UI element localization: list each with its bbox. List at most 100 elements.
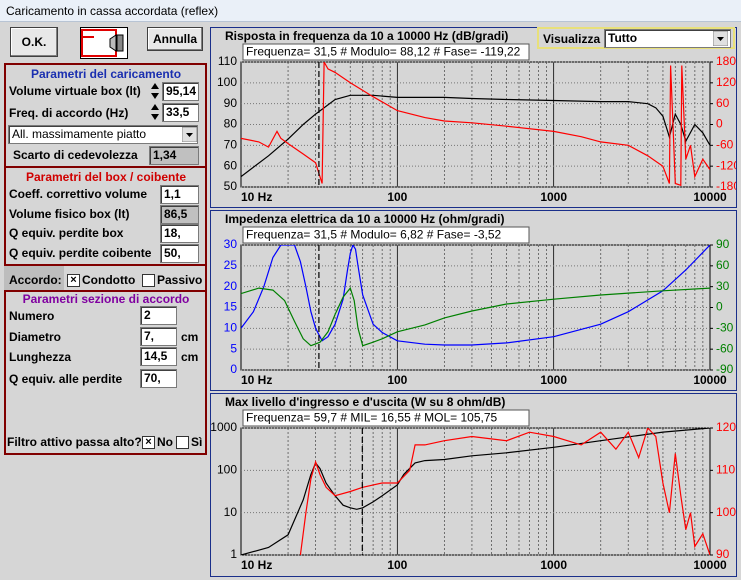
field-input[interactable]: 50, xyxy=(160,244,199,263)
series-line xyxy=(299,428,710,555)
group-title: Parametri del box / coibente xyxy=(25,170,187,184)
series-line xyxy=(241,286,710,347)
checkbox[interactable] xyxy=(176,436,189,449)
x-tick-label: 10000 xyxy=(693,373,727,387)
field-label: Volume virtuale box (lt) xyxy=(9,84,141,98)
readout: Frequenza= 31,5 # Modulo= 6,82 # Fase= -… xyxy=(246,228,502,242)
spinner[interactable] xyxy=(150,103,160,121)
field-input[interactable]: 7, xyxy=(140,327,177,346)
y-tick-label: 10 xyxy=(224,505,238,519)
y2-tick-label: 120 xyxy=(716,420,736,434)
view-dropdown[interactable]: Tutto xyxy=(604,29,731,48)
spinner[interactable] xyxy=(150,82,160,100)
y2-tick-label: -120 xyxy=(716,158,736,172)
checkbox[interactable] xyxy=(142,274,155,287)
y-tick-label: 10 xyxy=(224,321,238,335)
field-input[interactable]: 14,5 xyxy=(140,347,177,366)
series-line xyxy=(241,245,710,346)
chart: 10 Hz 100 1000 10000110100100090100110120Ma… xyxy=(210,395,736,572)
y-tick-label: 20 xyxy=(224,279,238,293)
field-label: Freq. di accordo (Hz) xyxy=(9,106,129,120)
field-input[interactable]: 18, xyxy=(160,224,199,243)
y-tick-label: 100 xyxy=(217,75,237,89)
field-label: Diametro xyxy=(9,330,62,344)
cancel-label: Annulla xyxy=(153,32,197,46)
chart-box: 10 Hz 100 1000 10000 0 5 10 15 20 25 30 -90 -60 -30 0 3… xyxy=(210,210,737,391)
y-tick-label: 70 xyxy=(224,138,238,152)
view-label: Visualizza xyxy=(543,32,601,46)
readout: Frequenza= 31,5 # Modulo= 88,12 # Fase= … xyxy=(246,45,521,59)
group-title: Parametri del caricamento xyxy=(30,67,182,81)
y2-tick-label: -180 xyxy=(716,179,736,193)
title-bar: Caricamento in cassa accordata (reflex) xyxy=(0,0,741,22)
y2-tick-label: -60 xyxy=(716,138,734,152)
chart: 10 Hz 100 1000 10000 50 60 70 80 90 100 110 -180 -12… xyxy=(217,29,740,204)
field-label: Q equiv. perdite coibente xyxy=(9,246,152,260)
y-tick-label: 110 xyxy=(218,54,237,68)
unit-label: cm xyxy=(181,330,199,344)
chart-box: 10 Hz 100 1000 10000 50 60 70 80 90 100 110 -180 -12… xyxy=(210,27,740,208)
field-input[interactable]: 1,1 xyxy=(160,185,199,204)
field-label: Coeff. correttivo volume xyxy=(9,187,148,201)
y-tick-label: 5 xyxy=(230,341,237,355)
dropdown-arrow xyxy=(182,127,197,142)
y2-tick-label: 0 xyxy=(716,300,723,314)
x-tick-label: 10 Hz xyxy=(241,373,272,387)
y2-tick-label: 120 xyxy=(716,75,736,89)
y-tick-label: 80 xyxy=(224,117,238,131)
y2-tick-label: -60 xyxy=(716,341,734,355)
readout-box xyxy=(242,409,530,427)
dropdown-arrow xyxy=(713,31,728,46)
parameters-panel xyxy=(4,63,207,455)
readout: Frequenza= 59,7 # MIL= 16,55 # MOL= 105,… xyxy=(246,411,498,425)
ok-button[interactable]: O.K. xyxy=(10,27,58,57)
y-tick-label: 30 xyxy=(224,237,238,251)
checkbox[interactable]: × xyxy=(142,436,155,449)
dropdown-value: Tutto xyxy=(608,31,638,45)
group-title: Parametri sezione di accordo xyxy=(22,292,190,306)
plot-area xyxy=(240,427,711,556)
checkbox[interactable]: × xyxy=(67,274,80,287)
checkbox-label: Passivo xyxy=(157,273,203,287)
y-tick-label: 25 xyxy=(224,258,238,272)
cancel-button[interactable]: Annulla xyxy=(147,27,203,51)
y-tick-label: 1 xyxy=(230,547,237,561)
field-label: Numero xyxy=(9,309,55,323)
y2-tick-label: 90 xyxy=(716,547,730,561)
field-label: Scarto di cedevolezza xyxy=(13,148,138,162)
alignment-dropdown[interactable]: All. massimamente piatto xyxy=(8,125,198,144)
readonly-field: 1,34 xyxy=(149,146,199,165)
readout-box xyxy=(242,43,530,61)
field-input[interactable]: 70, xyxy=(140,369,177,388)
series-line xyxy=(241,428,710,555)
x-tick-label: 10000 xyxy=(693,190,727,204)
y2-tick-label: 60 xyxy=(716,258,730,272)
field-label: Volume fisico box (lt) xyxy=(9,207,130,221)
y2-tick-label: 60 xyxy=(716,96,730,110)
x-tick-label: 10 Hz xyxy=(241,558,272,572)
field-input[interactable]: 2 xyxy=(140,306,177,325)
field-label: Q equiv. perdite box xyxy=(9,226,124,240)
chart-box: 10 Hz 100 1000 10000 1 10 100 1000 90 100 110 120 Ma… xyxy=(210,393,737,577)
ok-label: O.K. xyxy=(21,35,47,49)
x-tick-label: 100 xyxy=(387,190,407,204)
x-tick-label: 100 xyxy=(387,558,407,572)
checkbox-label: Condotto xyxy=(82,273,136,287)
x-tick-label: 1000 xyxy=(540,190,567,204)
field-input[interactable]: 33,5 xyxy=(162,103,199,122)
y2-tick-label: 110 xyxy=(716,463,735,477)
y2-tick-label: -90 xyxy=(716,362,734,376)
checkbox-label: No xyxy=(157,435,173,449)
y-tick-label: 50 xyxy=(224,179,238,193)
y-tick-label: 60 xyxy=(224,158,238,172)
field-label: Lunghezza xyxy=(9,350,71,364)
separator xyxy=(4,290,207,292)
separator xyxy=(4,166,207,168)
field-label: Accordo: xyxy=(9,273,62,287)
window-title: Caricamento in cassa accordata (reflex) xyxy=(6,4,219,18)
separator xyxy=(4,264,207,266)
checkbox-label: Sì xyxy=(191,435,203,449)
field-input[interactable]: 95,14 xyxy=(162,82,199,101)
x-tick-label: 100 xyxy=(387,373,407,387)
